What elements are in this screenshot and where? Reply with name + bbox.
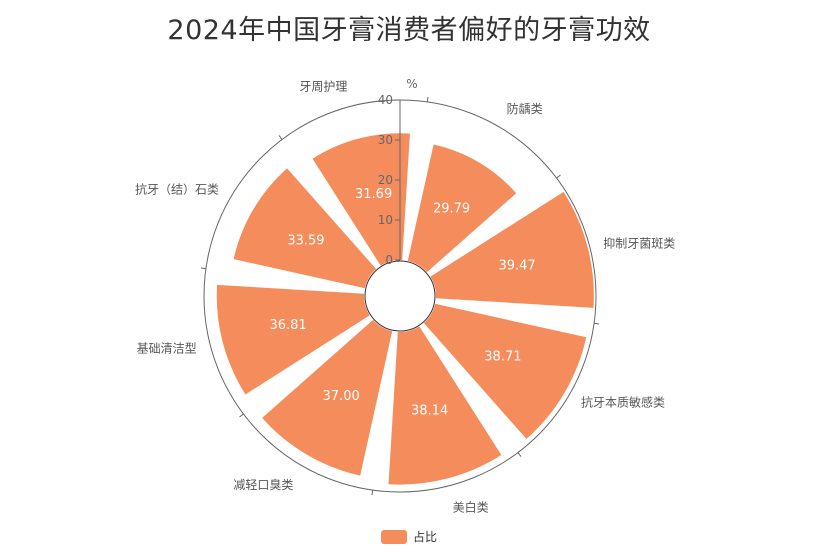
chart-title: 2024年中国牙膏消费者偏好的牙膏功效 [167, 15, 651, 46]
polar-bar[interactable] [430, 191, 594, 308]
inner-hole [364, 260, 436, 332]
radial-tick-label: 30 [378, 133, 393, 147]
angle-tick [239, 413, 244, 418]
data-label: 38.14 [411, 404, 448, 419]
polar-bar[interactable] [262, 319, 393, 476]
data-label: 31.69 [355, 187, 392, 202]
bars-group [216, 133, 594, 485]
unit-label: % [406, 77, 417, 91]
data-label: 33.59 [287, 234, 324, 249]
radial-tick-label: 40 [378, 93, 393, 107]
radial-tick-label: 10 [378, 213, 393, 227]
polar-bar[interactable] [388, 326, 502, 485]
value-labels: 29.79 39.47 38.71 38.14 37.00 36.81 33.59 31.69 [269, 187, 535, 419]
angle-tick [371, 490, 374, 496]
data-label: 38.71 [484, 350, 521, 365]
legend-label: 占比 [412, 530, 437, 544]
data-label: 39.47 [498, 259, 535, 274]
radial-axis: 0 10 20 30 40% [378, 77, 418, 267]
category-label: 牙周护理 [299, 80, 347, 94]
category-label: 抑制牙菌斑类 [603, 235, 675, 250]
category-label: 基础清洁型 [137, 342, 197, 356]
polar-bar[interactable] [312, 133, 410, 266]
polar-bar[interactable] [216, 284, 370, 395]
data-label: 29.79 [433, 201, 470, 216]
polar-bar[interactable] [407, 144, 517, 273]
polar-bar[interactable] [423, 303, 587, 439]
category-label: 减轻口臭类 [233, 477, 293, 492]
angle-tick [594, 322, 600, 325]
category-label: 防龋类 [507, 101, 543, 116]
category-label: 抗牙（结）石类 [135, 181, 219, 196]
category-label: 美白类 [453, 499, 489, 514]
data-label: 36.81 [269, 318, 306, 333]
data-label: 37.00 [323, 389, 360, 404]
radial-tick-label: 20 [378, 173, 393, 187]
angle-tick [200, 267, 206, 270]
polar-bar[interactable] [233, 168, 377, 289]
angle-tick [556, 174, 561, 179]
angle-tick [426, 96, 429, 102]
angle-tick [517, 452, 522, 457]
angle-tick [278, 135, 283, 140]
category-label: 抗牙本质敏感类 [581, 395, 665, 410]
legend-swatch[interactable] [380, 529, 407, 544]
legend[interactable]: 占比 [0, 528, 818, 545]
radial-tick-label: 0 [385, 253, 393, 267]
